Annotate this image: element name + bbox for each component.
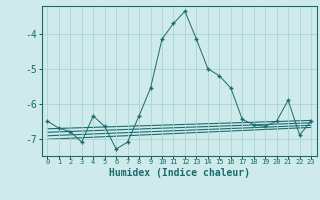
X-axis label: Humidex (Indice chaleur): Humidex (Indice chaleur) — [109, 168, 250, 178]
